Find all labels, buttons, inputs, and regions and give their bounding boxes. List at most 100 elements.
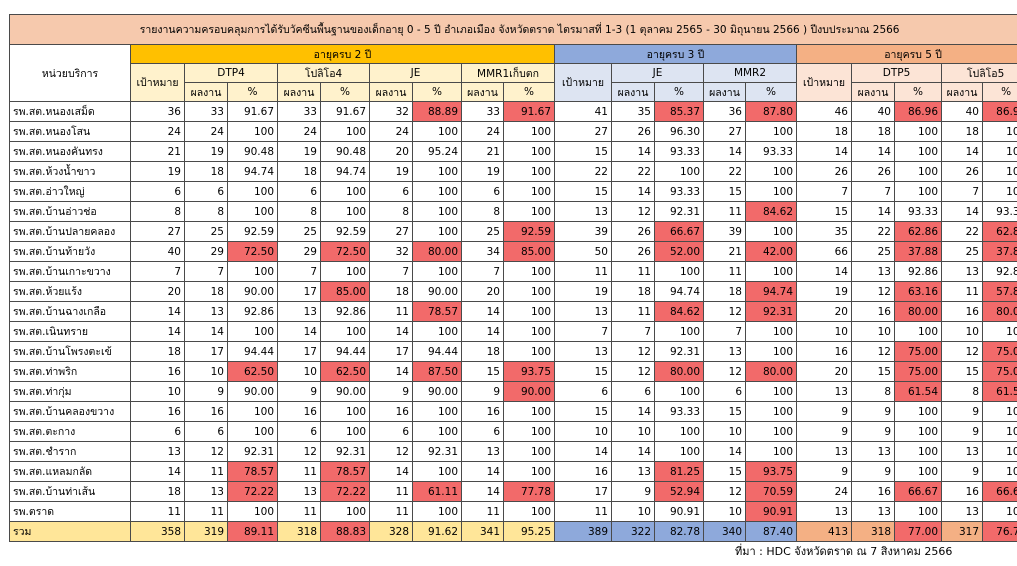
table-cell: 87.80 (745, 101, 797, 122)
table-cell: 15 (851, 361, 895, 382)
table-cell: 100 (503, 461, 555, 482)
table-cell: 27 (703, 121, 746, 142)
table-cell: 100 (654, 421, 704, 442)
table-cell: 80.00 (981, 301, 1017, 322)
table-cell: 13 (184, 481, 228, 502)
table-row: รพ.สต.หนองเสม็ด 36 33 91.67 33 91.67 32 88.89 33… (9, 101, 1017, 122)
dtp4-header: DTP4 (184, 63, 278, 83)
table-cell: 10 (703, 501, 746, 522)
percent-header: % (745, 82, 797, 102)
table-cell: 36 (130, 101, 185, 122)
table-cell: 7 (796, 181, 852, 202)
table-cell: 100 (227, 321, 278, 342)
table-cell: 100 (412, 321, 462, 342)
table-cell: 24 (130, 121, 185, 142)
table-cell: 7 (703, 321, 746, 342)
table-cell: 15 (554, 181, 612, 202)
table-cell: 13 (277, 481, 321, 502)
table-cell: 13 (796, 381, 852, 402)
table-cell: 16 (461, 401, 504, 422)
table-cell: 10 (941, 321, 983, 342)
table-cell: 89.11 (227, 521, 278, 542)
table-cell: 13 (941, 441, 983, 462)
table-cell: 340 (703, 521, 746, 542)
table-cell: 33 (461, 101, 504, 122)
table-cell: 18 (851, 121, 895, 142)
table-cell: 24 (461, 121, 504, 142)
table-row: รพ.สต.บ้านฉางเกลือ 14 13 92.86 13 92.86 11 78.5… (9, 301, 1017, 322)
unit-name: รพ.สต.ห้วงน้ำขาว (9, 161, 131, 182)
table-cell: 18 (369, 281, 413, 302)
table-cell: 75.00 (894, 341, 942, 362)
table-cell: 100 (412, 121, 462, 142)
table-cell: 12 (369, 441, 413, 462)
table-cell: 100 (503, 121, 555, 142)
unit-name: รพ.สต.หนองเสม็ด (9, 101, 131, 122)
table-row: รพ.สต.บ้านเกาะขวาง 7 7 100 7 100 7 100 7 100 11 11 1… (9, 261, 1017, 282)
table-cell: 92.59 (227, 221, 278, 242)
table-cell: 11 (130, 501, 185, 522)
table-cell: 94.74 (745, 281, 797, 302)
table-cell: 20 (796, 301, 852, 322)
table-row: รพ.ตราด 11 11 100 11 100 11 100 11 100 11 10 90.91 10… (9, 501, 1017, 522)
table-cell: 100 (503, 281, 555, 302)
table-cell: 61.11 (412, 481, 462, 502)
report-container: รายงานความครอบคลุมการได้รับวัคซีนพื้นฐาน… (8, 14, 1017, 542)
table-cell: 12 (851, 341, 895, 362)
table-cell: 9 (796, 421, 852, 442)
table-cell: 100 (503, 401, 555, 422)
table-cell: 17 (277, 341, 321, 362)
table-cell: 14 (369, 321, 413, 342)
table-cell: 61.54 (894, 381, 942, 402)
table-row: รพ.สต.บ้านท้ายวัง 40 29 72.50 29 72.50 32 80.00… (9, 241, 1017, 262)
table-cell: 6 (277, 421, 321, 442)
table-cell: 100 (981, 121, 1017, 142)
table-cell: 100 (745, 121, 797, 142)
table-cell: 66.67 (654, 221, 704, 242)
table-cell: 37.88 (981, 241, 1017, 262)
polio4-header: โปลิโอ4 (277, 63, 370, 83)
table-cell: 11 (277, 501, 321, 522)
table-cell: 8 (130, 201, 185, 222)
result-header: ผลงาน (851, 82, 895, 102)
table-cell: 93.75 (503, 361, 555, 382)
table-cell: 16 (554, 461, 612, 482)
table-cell: 14 (611, 441, 655, 462)
unit-name: รพ.สต.บ้านอ่าวช่อ (9, 201, 131, 222)
table-cell: 100 (894, 421, 942, 442)
table-cell: 27 (554, 121, 612, 142)
table-row: รพ.สต.ชำราก 13 12 92.31 12 92.31 12 92.31 13 100 1… (9, 441, 1017, 462)
table-row: รพ.สต.หนองคันทรง 21 19 90.48 19 90.48 20 95.24 2… (9, 141, 1017, 162)
table-row: รพ.สต.ตะกาง 6 6 100 6 100 6 100 6 100 10 10 100 10 100… (9, 421, 1017, 442)
percent-header: % (320, 82, 370, 102)
table-cell: 100 (503, 421, 555, 442)
table-cell: 36 (703, 101, 746, 122)
table-cell: 13 (611, 461, 655, 482)
result-header: ผลงาน (611, 82, 655, 102)
table-cell: 20 (461, 281, 504, 302)
table-cell: 75.00 (894, 361, 942, 382)
table-row: รพ.สต.อ่าวใหญ่ 6 6 100 6 100 6 100 6 100 15 14 93.33… (9, 181, 1017, 202)
table-cell: 14 (130, 301, 185, 322)
table-cell: 95.25 (503, 521, 555, 542)
table-cell: 90.00 (412, 281, 462, 302)
table-cell: 12 (941, 341, 983, 362)
table-cell: 10 (611, 421, 655, 442)
table-cell: 14 (554, 441, 612, 462)
table-cell: 16 (941, 481, 983, 502)
table-cell: 389 (554, 521, 612, 542)
table-cell: 77.00 (894, 521, 942, 542)
table-cell: 78.57 (412, 301, 462, 322)
table-cell: 100 (894, 401, 942, 422)
table-cell: 19 (796, 281, 852, 302)
table-cell: 100 (894, 141, 942, 162)
table-cell: 14 (796, 261, 852, 282)
table-cell: 86.96 (894, 101, 942, 122)
table-cell: 78.57 (227, 461, 278, 482)
table-cell: 24 (184, 121, 228, 142)
table-cell: 8 (461, 201, 504, 222)
table-cell: 6 (461, 421, 504, 442)
table-cell: 13 (703, 341, 746, 362)
table-cell: 6 (369, 181, 413, 202)
table-cell: 62.86 (981, 221, 1017, 242)
